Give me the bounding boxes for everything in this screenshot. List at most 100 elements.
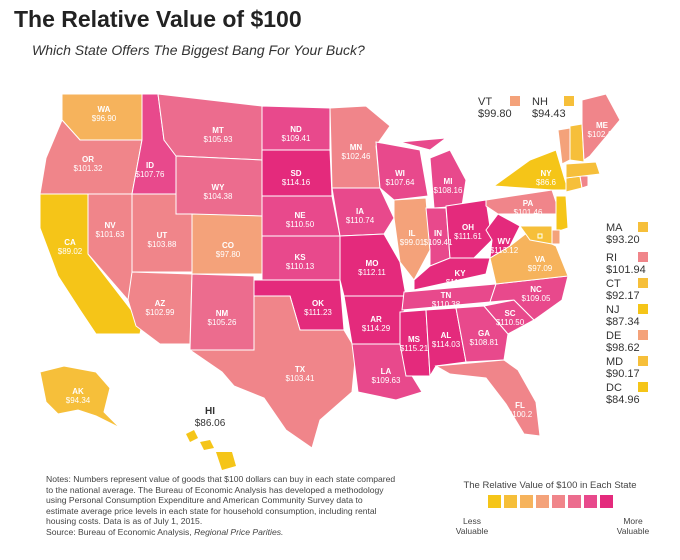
state-md bbox=[519, 225, 553, 245]
state-ak bbox=[39, 365, 121, 429]
state-label-mi: MI $108.16 bbox=[434, 177, 463, 195]
state-label-ms: MS $115.21 bbox=[400, 335, 429, 353]
state-label-ok: OK $111.23 bbox=[304, 299, 332, 317]
state-label-oh: OH $111.61 bbox=[454, 223, 482, 241]
source-line: Source: Bureau of Economic Analysis, Reg… bbox=[46, 527, 396, 538]
notes-text: Notes: Numbers represent value of goods … bbox=[46, 474, 396, 527]
state-ky bbox=[413, 257, 491, 291]
state-wi bbox=[375, 141, 429, 201]
legend-swatch bbox=[567, 495, 581, 508]
side-abbr: DC bbox=[606, 382, 622, 394]
side-value: $93.20 bbox=[606, 234, 640, 246]
legend-bar bbox=[430, 495, 670, 508]
side-label-dc: DC $84.96 bbox=[606, 382, 648, 406]
state-label-wa: WA $96.90 bbox=[92, 105, 117, 123]
side-value: $94.43 bbox=[532, 108, 566, 120]
side-value: $101.94 bbox=[606, 264, 646, 276]
side-value: $92.17 bbox=[606, 290, 640, 302]
state-label-co: CO $97.80 bbox=[216, 241, 241, 259]
state-label-ia: IA $110.74 bbox=[346, 207, 375, 225]
state-nh bbox=[569, 123, 585, 163]
state-mi bbox=[399, 137, 467, 209]
state-ia bbox=[331, 187, 395, 237]
state-label-il: IL $99.01 bbox=[400, 229, 425, 247]
side-value: $98.62 bbox=[606, 342, 640, 354]
state-label-wv: WV $113.12 bbox=[490, 237, 519, 255]
side-abbr: MD bbox=[606, 356, 624, 368]
side-label-ma: MA $93.20 bbox=[606, 222, 648, 246]
state-label-nm: NM $105.26 bbox=[208, 309, 237, 327]
state-label-or: OR $101.32 bbox=[74, 155, 103, 173]
legend-more: More Valuable bbox=[616, 516, 650, 536]
state-label-in: IN $109.41 bbox=[424, 229, 453, 247]
state-label-la: LA $109.63 bbox=[372, 367, 401, 385]
side-abbr: DE bbox=[606, 330, 622, 342]
state-ga bbox=[455, 305, 509, 363]
state-vt bbox=[557, 127, 571, 165]
state-label-wy: WY $104.38 bbox=[204, 183, 233, 201]
side-label-ri: RI $101.94 bbox=[606, 252, 648, 276]
side-abbr: NJ bbox=[606, 304, 620, 316]
state-ny bbox=[492, 149, 569, 191]
state-al bbox=[425, 307, 467, 378]
side-abbr: RI bbox=[606, 252, 617, 264]
side-label-vt: VT $99.80 bbox=[478, 96, 520, 120]
state-label-sd: SD $114.16 bbox=[282, 169, 311, 187]
state-label-sc: SC $110.50 bbox=[496, 309, 525, 327]
state-fl bbox=[434, 359, 541, 437]
state-tx bbox=[188, 295, 357, 449]
state-label-ga: GA $108.81 bbox=[470, 329, 499, 347]
state-label-ak: AK $94.34 bbox=[66, 387, 91, 405]
side-value: $99.80 bbox=[478, 108, 512, 120]
state-ma bbox=[565, 161, 601, 179]
state-label-al: AL $114.03 bbox=[432, 331, 461, 349]
side-label-nh: NH $94.43 bbox=[532, 96, 574, 120]
state-label-me: ME $102.15 bbox=[588, 121, 617, 139]
state-label-va: VA $97.09 bbox=[528, 255, 553, 273]
side-abbr: NH bbox=[532, 96, 548, 108]
state-label-nd: ND $109.41 bbox=[282, 125, 311, 143]
color-swatch bbox=[638, 278, 648, 288]
legend-swatch bbox=[519, 495, 533, 508]
state-label-ne: NE $110.50 bbox=[286, 211, 315, 229]
state-label-mt: MT $105.93 bbox=[204, 126, 233, 144]
color-swatch bbox=[638, 330, 648, 340]
state-label-az: AZ $102.99 bbox=[146, 299, 175, 317]
color-swatch bbox=[564, 96, 574, 106]
side-label-md: MD $90.17 bbox=[606, 356, 648, 380]
state-label-mo: MO $112.11 bbox=[358, 259, 386, 277]
legend-swatch bbox=[551, 495, 565, 508]
color-legend: The Relative Value of $100 in Each State… bbox=[430, 480, 670, 536]
page-subtitle: Which State Offers The Biggest Bang For … bbox=[32, 42, 365, 58]
state-label-mn: MN $102.46 bbox=[342, 143, 371, 161]
legend-swatch bbox=[583, 495, 597, 508]
side-label-nj: NJ $87.34 bbox=[606, 304, 648, 328]
state-label-ky: KY $112.23 bbox=[446, 269, 475, 287]
side-value: $90.17 bbox=[606, 368, 640, 380]
color-swatch bbox=[638, 304, 648, 314]
side-label-de: DE $98.62 bbox=[606, 330, 648, 354]
side-abbr: MA bbox=[606, 222, 623, 234]
state-label-nv: NV $101.63 bbox=[96, 221, 125, 239]
notes: Notes: Numbers represent value of goods … bbox=[46, 474, 396, 538]
side-value: $84.96 bbox=[606, 394, 640, 406]
state-label-pa: PA $101.46 bbox=[514, 199, 543, 217]
state-ct bbox=[565, 175, 583, 193]
state-oh bbox=[445, 199, 493, 259]
us-map: WA $96.90 OR $101.32 CA $89.02 ID $107.76 NV $101… bbox=[39, 93, 621, 470]
source-prefix: Source: Bureau of Economic Analysis, bbox=[46, 526, 195, 537]
state-de bbox=[551, 229, 561, 245]
source-italic: Regional Price Parities. bbox=[194, 526, 284, 537]
state-label-tx: TX $103.41 bbox=[286, 365, 315, 383]
legend-swatch bbox=[599, 495, 613, 508]
side-label-ct: CT $92.17 bbox=[606, 278, 648, 302]
side-abbr: CT bbox=[606, 278, 621, 290]
state-label-ut: UT $103.88 bbox=[148, 231, 177, 249]
color-swatch bbox=[638, 356, 648, 366]
state-nj bbox=[555, 195, 569, 233]
side-abbr: VT bbox=[478, 96, 493, 108]
state-label-fl: FL $100.2 bbox=[508, 401, 533, 419]
legend-swatch bbox=[503, 495, 517, 508]
state-label-ca: CA $89.02 bbox=[58, 238, 83, 256]
legend-less: Less Valuable bbox=[455, 516, 489, 536]
